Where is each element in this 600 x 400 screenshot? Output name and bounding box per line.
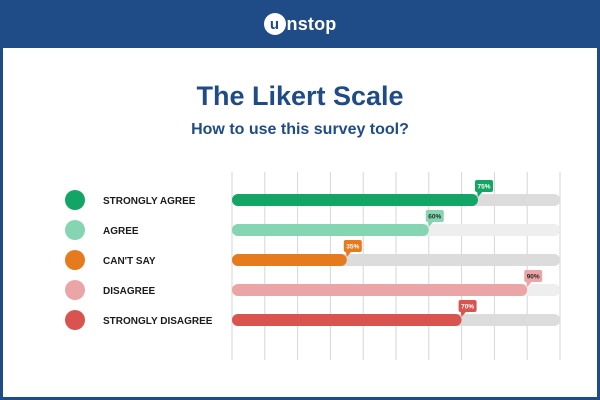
page-subtitle: How to use this survey tool?: [191, 121, 409, 138]
value-label: 75%: [477, 184, 490, 191]
value-badge: [343, 240, 362, 252]
value-label: 90%: [527, 274, 540, 281]
logo-text: nstop: [286, 13, 337, 34]
content-card: The Likert Scale How to use this survey …: [3, 48, 597, 397]
value-badge: [458, 300, 477, 312]
logo-icon: u: [263, 13, 286, 35]
category-dot: [65, 280, 85, 300]
value-badge-pointer: [427, 221, 434, 227]
category-label: CAN'T SAY: [103, 256, 156, 267]
bar: [232, 254, 347, 266]
category-dot: [65, 190, 85, 210]
category-dot: [65, 250, 85, 270]
value-label: 70%: [461, 304, 474, 311]
value-badge-pointer: [460, 311, 467, 317]
category-dot: [65, 310, 85, 330]
value-badge: [524, 270, 543, 282]
bar: [232, 194, 478, 206]
bar: [232, 224, 429, 236]
brand-logo[interactable]: u nstop: [0, 0, 600, 48]
value-label: 35%: [346, 244, 359, 251]
page-title: The Likert Scale: [196, 81, 404, 111]
bar: [232, 314, 462, 326]
bar: [232, 284, 528, 296]
value-badge-pointer: [526, 281, 533, 287]
value-badge: [475, 180, 493, 192]
category-label: DISAGREE: [103, 286, 156, 297]
category-label: AGREE: [103, 226, 139, 237]
category-label: STRONGLY DISAGREE: [103, 316, 213, 327]
value-label: 60%: [428, 214, 441, 221]
category-label: STRONGLY AGREE: [103, 196, 196, 207]
header-bar: [0, 0, 600, 48]
value-badge: [425, 210, 444, 222]
value-badge-pointer: [477, 191, 483, 197]
category-dot: [65, 220, 85, 240]
value-badge-pointer: [345, 251, 352, 257]
